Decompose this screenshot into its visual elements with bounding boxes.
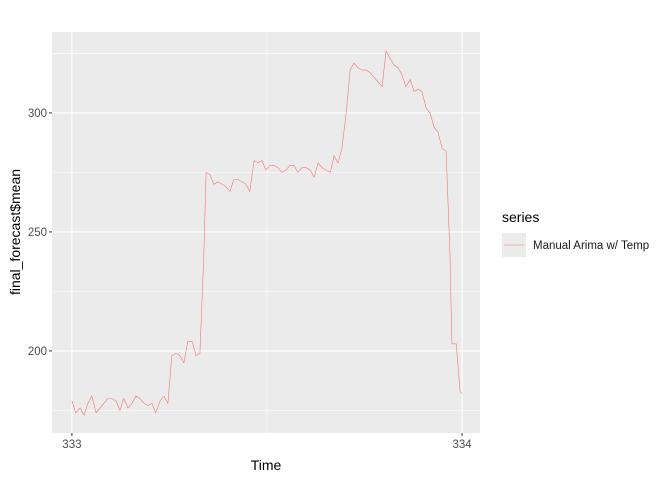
legend: series Manual Arima w/ Temp: [502, 209, 649, 257]
y-axis-label: final_forecast$mean: [7, 169, 23, 295]
series-line: [71, 50, 463, 416]
y-tick-label: 200: [28, 346, 47, 358]
y-tick-label: 250: [28, 227, 47, 239]
x-axis-label: Time: [251, 457, 282, 473]
legend-title: series: [502, 209, 539, 225]
x-tick-label: 333: [62, 439, 81, 451]
plot-panel: [52, 32, 480, 433]
legend-label: Manual Arima w/ Temp: [533, 240, 649, 252]
x-tick-label: 334: [452, 439, 472, 451]
y-tick-label: 300: [28, 108, 47, 120]
